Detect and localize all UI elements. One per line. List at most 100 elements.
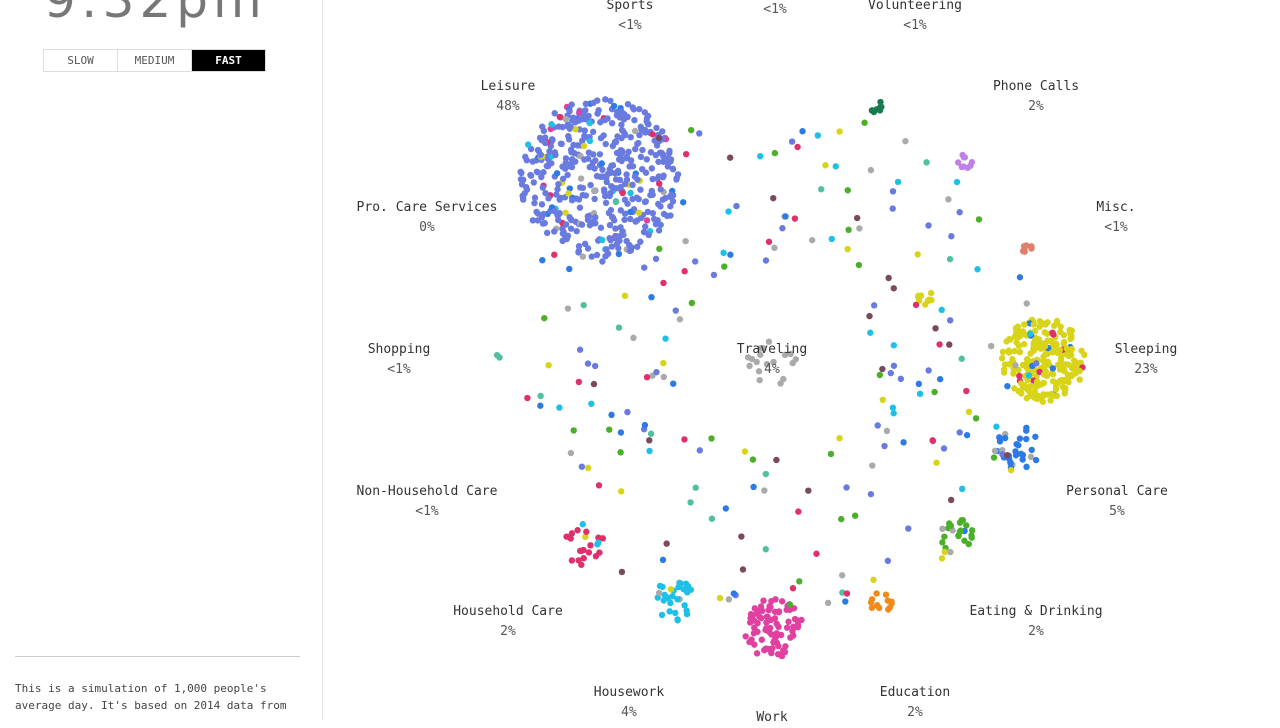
person-dot (790, 623, 797, 630)
person-dot (742, 633, 749, 640)
person-dot (716, 594, 724, 602)
person-dot (527, 172, 535, 179)
person-dot (791, 215, 799, 222)
person-dot (794, 143, 801, 151)
person-dot (649, 175, 656, 183)
person-dot (1013, 440, 1020, 448)
person-dot (625, 148, 632, 156)
person-dot (785, 618, 792, 625)
person-dot (662, 194, 669, 202)
speed-slow-button[interactable]: SLOW (44, 50, 118, 71)
person-dot (538, 201, 546, 208)
person-dot (758, 636, 765, 643)
person-dot (570, 141, 577, 149)
person-dot (573, 227, 580, 235)
person-dot (543, 229, 551, 237)
person-dot (599, 236, 606, 244)
person-dot (681, 268, 688, 275)
person-dot (591, 165, 598, 172)
speed-medium-button[interactable]: MEDIUM (118, 50, 192, 71)
person-dot (653, 142, 661, 149)
person-dot (789, 585, 797, 592)
person-dot (627, 133, 634, 141)
person-dot (646, 437, 653, 444)
person-dot (653, 124, 660, 132)
person-dot (883, 427, 891, 435)
person-dot (590, 219, 597, 227)
person-dot (793, 617, 801, 624)
person-dot (631, 116, 638, 124)
person-dot (936, 341, 943, 348)
person-dot (771, 637, 778, 644)
person-dot (1081, 351, 1088, 359)
person-dot (725, 596, 733, 603)
person-dot (574, 527, 581, 534)
person-dot (932, 325, 939, 332)
person-dot (568, 196, 576, 204)
person-dot (853, 214, 861, 222)
person-dot (523, 156, 530, 164)
person-dot (1028, 245, 1035, 252)
person-dot (585, 112, 592, 120)
person-dot (782, 213, 789, 220)
person-dot (641, 223, 649, 230)
person-dot (775, 608, 782, 616)
person-dot (582, 100, 590, 108)
person-dot (753, 650, 761, 657)
person-dot (956, 429, 963, 436)
person-dot (1063, 345, 1070, 352)
person-dot (597, 224, 605, 231)
person-dot (771, 615, 779, 622)
person-dot (659, 151, 667, 158)
person-dot (720, 249, 727, 257)
person-dot (967, 162, 974, 169)
person-dot (669, 198, 677, 205)
person-dot (612, 225, 619, 232)
person-dot (1001, 361, 1009, 368)
person-dot (575, 117, 582, 124)
person-dot (578, 561, 585, 568)
person-dot (931, 388, 938, 396)
person-dot (624, 113, 631, 121)
person-dot (1016, 348, 1024, 356)
person-dot (641, 264, 648, 271)
activity-label: <1% (763, 0, 786, 20)
person-dot (601, 116, 609, 124)
person-dot (879, 365, 886, 373)
person-dot (947, 548, 954, 556)
activity-percent: <1% (618, 18, 642, 33)
person-dot (565, 190, 572, 197)
person-dot (947, 522, 955, 530)
person-dot (673, 176, 680, 183)
person-dot (617, 429, 625, 436)
person-dot (1032, 456, 1040, 464)
person-dot (687, 499, 694, 506)
activity-name: Traveling (736, 342, 808, 357)
person-dot (922, 301, 929, 308)
person-dot (660, 373, 667, 381)
person-dot (635, 139, 642, 147)
person-dot (1023, 360, 1030, 368)
person-dot (696, 447, 703, 454)
activity-percent: <1% (387, 362, 411, 377)
activity-label: Sleeping 23% (1115, 340, 1178, 380)
activity-percent: 2% (1028, 624, 1044, 639)
person-dot (629, 181, 636, 189)
activity-name: Household Care (453, 604, 563, 619)
person-dot (741, 448, 749, 455)
person-dot (1010, 370, 1017, 377)
speed-fast-button[interactable]: FAST (192, 50, 265, 71)
person-dot (948, 233, 955, 240)
person-dot (855, 261, 863, 269)
person-dot (531, 199, 538, 207)
person-dot (591, 187, 598, 194)
person-dot (751, 624, 758, 631)
activity-label: Misc. <1% (1096, 198, 1135, 238)
person-dot (581, 240, 589, 248)
person-dot (530, 179, 538, 186)
person-dot (884, 557, 892, 565)
person-dot (617, 207, 624, 214)
person-dot (634, 243, 641, 250)
person-dot (538, 173, 545, 181)
